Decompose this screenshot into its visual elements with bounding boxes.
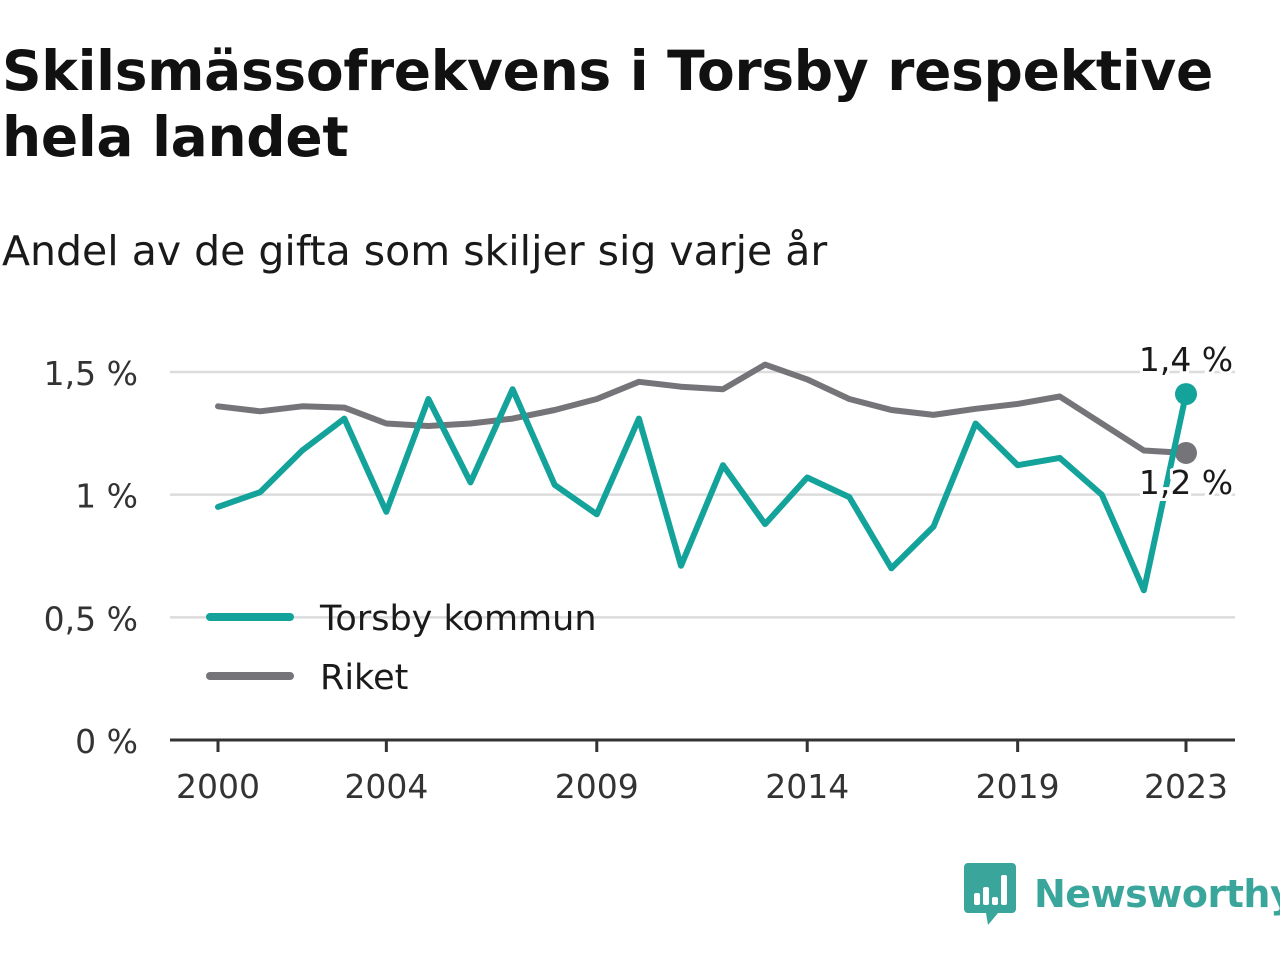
end-point-torsby-kommun bbox=[1175, 383, 1197, 406]
end-label-riket: 1,2 % bbox=[1139, 463, 1233, 502]
chart-subtitle: Andel av de gifta som skiljer sig varje … bbox=[2, 227, 828, 275]
newsworthy-logo: Newsworthy bbox=[964, 862, 1280, 926]
x-tick-label: 2023 bbox=[1144, 767, 1228, 806]
chart-title: Skilsmässofrekvens i Torsby respektive h… bbox=[2, 39, 1213, 169]
end-label-torsby-kommun: 1,4 % bbox=[1139, 340, 1233, 379]
line-chart: 0 % 0,5 % 1 % 1,5 % 2000 2004 2009 2014 2019 2023… bbox=[44, 337, 1236, 806]
x-tick-label: 2019 bbox=[976, 767, 1060, 806]
series-line-riket bbox=[215, 361, 1189, 456]
brand-name: Newsworthy bbox=[1034, 872, 1280, 916]
y-tick-label: 1 % bbox=[75, 477, 138, 516]
y-tick-label: 0,5 % bbox=[44, 599, 138, 638]
end-point-riket bbox=[1175, 441, 1197, 464]
legend-label-riket: Riket bbox=[320, 658, 408, 698]
y-tick-label: 0 % bbox=[75, 722, 138, 761]
x-tick-label: 2004 bbox=[344, 767, 428, 806]
series-line-torsby-kommun bbox=[215, 386, 1189, 594]
legend-label-torsby-kommun: Torsby kommun bbox=[319, 599, 597, 639]
x-tick-label: 2009 bbox=[555, 767, 639, 806]
y-tick-label: 1,5 % bbox=[44, 354, 138, 393]
x-tick-label: 2000 bbox=[176, 767, 260, 806]
newsworthy-logo-icon bbox=[964, 863, 1016, 925]
x-tick-label: 2014 bbox=[765, 767, 849, 806]
